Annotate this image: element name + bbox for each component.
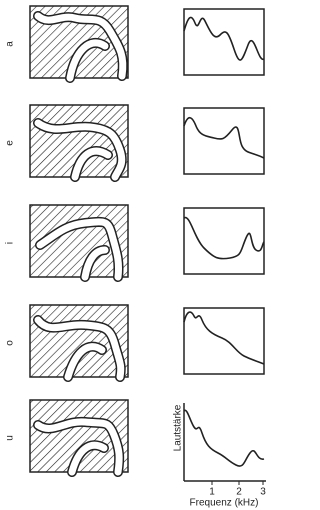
x-tick-label: 1 — [209, 487, 215, 498]
vowel-label: o — [5, 340, 16, 346]
y-axis-label: Lautstärke — [173, 404, 184, 451]
vowel-label: i — [5, 242, 16, 244]
spectrum-box — [184, 9, 264, 75]
vowel-label: u — [5, 435, 16, 441]
x-tick-label: 2 — [236, 487, 242, 498]
spectrum-curve — [184, 118, 264, 158]
spectrum-curve — [184, 410, 264, 466]
x-tick-label: 3 — [260, 487, 266, 498]
figure: a e i o u 1 2 3 Lautstärke Frequenz (kHz) — [0, 0, 268, 510]
vowel-label: e — [5, 140, 16, 146]
spectrum-box — [184, 108, 264, 174]
spectrum-curve — [184, 218, 264, 259]
x-axis-label: Frequenz (kHz) — [190, 498, 259, 509]
spectrum-curve — [184, 17, 264, 60]
vowel-label: a — [5, 41, 16, 47]
spectrum-curve — [184, 312, 264, 364]
